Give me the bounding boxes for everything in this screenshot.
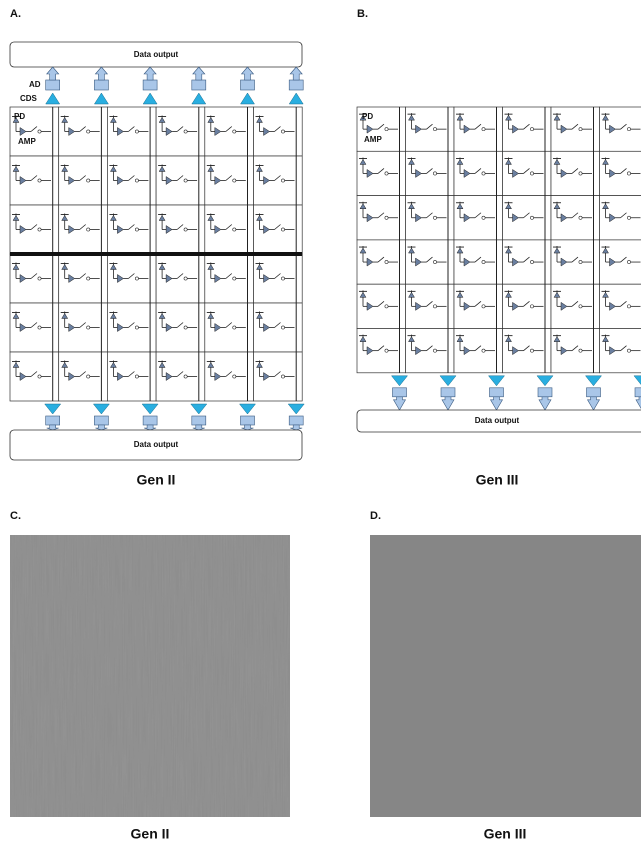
amp-label: AMP [364,135,382,144]
ad-box [241,416,255,425]
arrow [144,67,156,80]
cds-triangle [586,376,602,386]
ad-box [635,388,641,397]
cds-triangle [45,404,61,414]
ad-box [143,80,157,90]
ad-box [289,416,303,425]
ad-box [94,416,108,425]
arrow [588,397,600,410]
arrow [636,397,641,410]
cds-triangle [94,93,108,104]
cds-triangle [93,404,109,414]
ad-label: AD [29,80,41,89]
figure: A. B. C. D. Data output AD CDS PD AMP Da… [0,0,641,845]
arrow [491,397,503,410]
pixel-array [10,67,304,430]
arrow [193,67,205,80]
arrow [290,67,302,80]
cds-label: CDS [20,94,38,103]
cds-triangle [634,376,641,386]
pd-label: PD [14,112,25,121]
ad-box [587,388,601,397]
ad-box [241,80,255,90]
arrow [394,397,406,410]
cds-triangle [288,404,304,414]
panel-label: B. [357,8,368,20]
cds-triangle [46,93,60,104]
ad-box [289,80,303,90]
cds-triangle [489,376,505,386]
cds-triangle [192,93,206,104]
caption: Gen III [476,472,519,488]
caption: Gen III [484,826,527,842]
ad-box [46,80,60,90]
cds-triangle [240,404,256,414]
pixel-array [357,107,641,410]
panel-label: C. [10,510,21,522]
output-label: Data output [475,416,520,425]
arrow [193,425,205,430]
arrow [144,425,156,430]
cds-triangle [392,376,408,386]
arrow [47,425,59,430]
output-label: Data output [134,50,179,59]
output-label: Data output [134,440,179,449]
caption: Gen II [131,826,170,842]
caption: Gen II [137,472,176,488]
arrow [47,67,59,80]
arrow [242,67,254,80]
arrow [95,67,107,80]
cds-triangle [143,93,157,104]
cds-triangle [537,376,553,386]
arrow [290,425,302,430]
sensor-image [370,535,641,817]
ad-box [143,416,157,425]
amp-label: AMP [18,137,36,146]
cds-triangle [191,404,207,414]
cds-triangle [241,93,255,104]
arrow [442,397,454,410]
pd-label: PD [362,112,373,121]
ad-box [46,416,60,425]
arrow [95,425,107,430]
ad-box [192,80,206,90]
arrow [539,397,551,410]
cds-triangle [142,404,158,414]
image-noise [10,535,290,817]
ad-box [490,388,504,397]
cds-triangle [440,376,456,386]
ad-box [393,388,407,397]
cds-triangle [289,93,303,104]
ad-box [538,388,552,397]
ad-box [192,416,206,425]
panel-label: A. [10,8,21,20]
panel-label: D. [370,510,381,522]
ad-box [441,388,455,397]
ad-box [94,80,108,90]
arrow [242,425,254,430]
